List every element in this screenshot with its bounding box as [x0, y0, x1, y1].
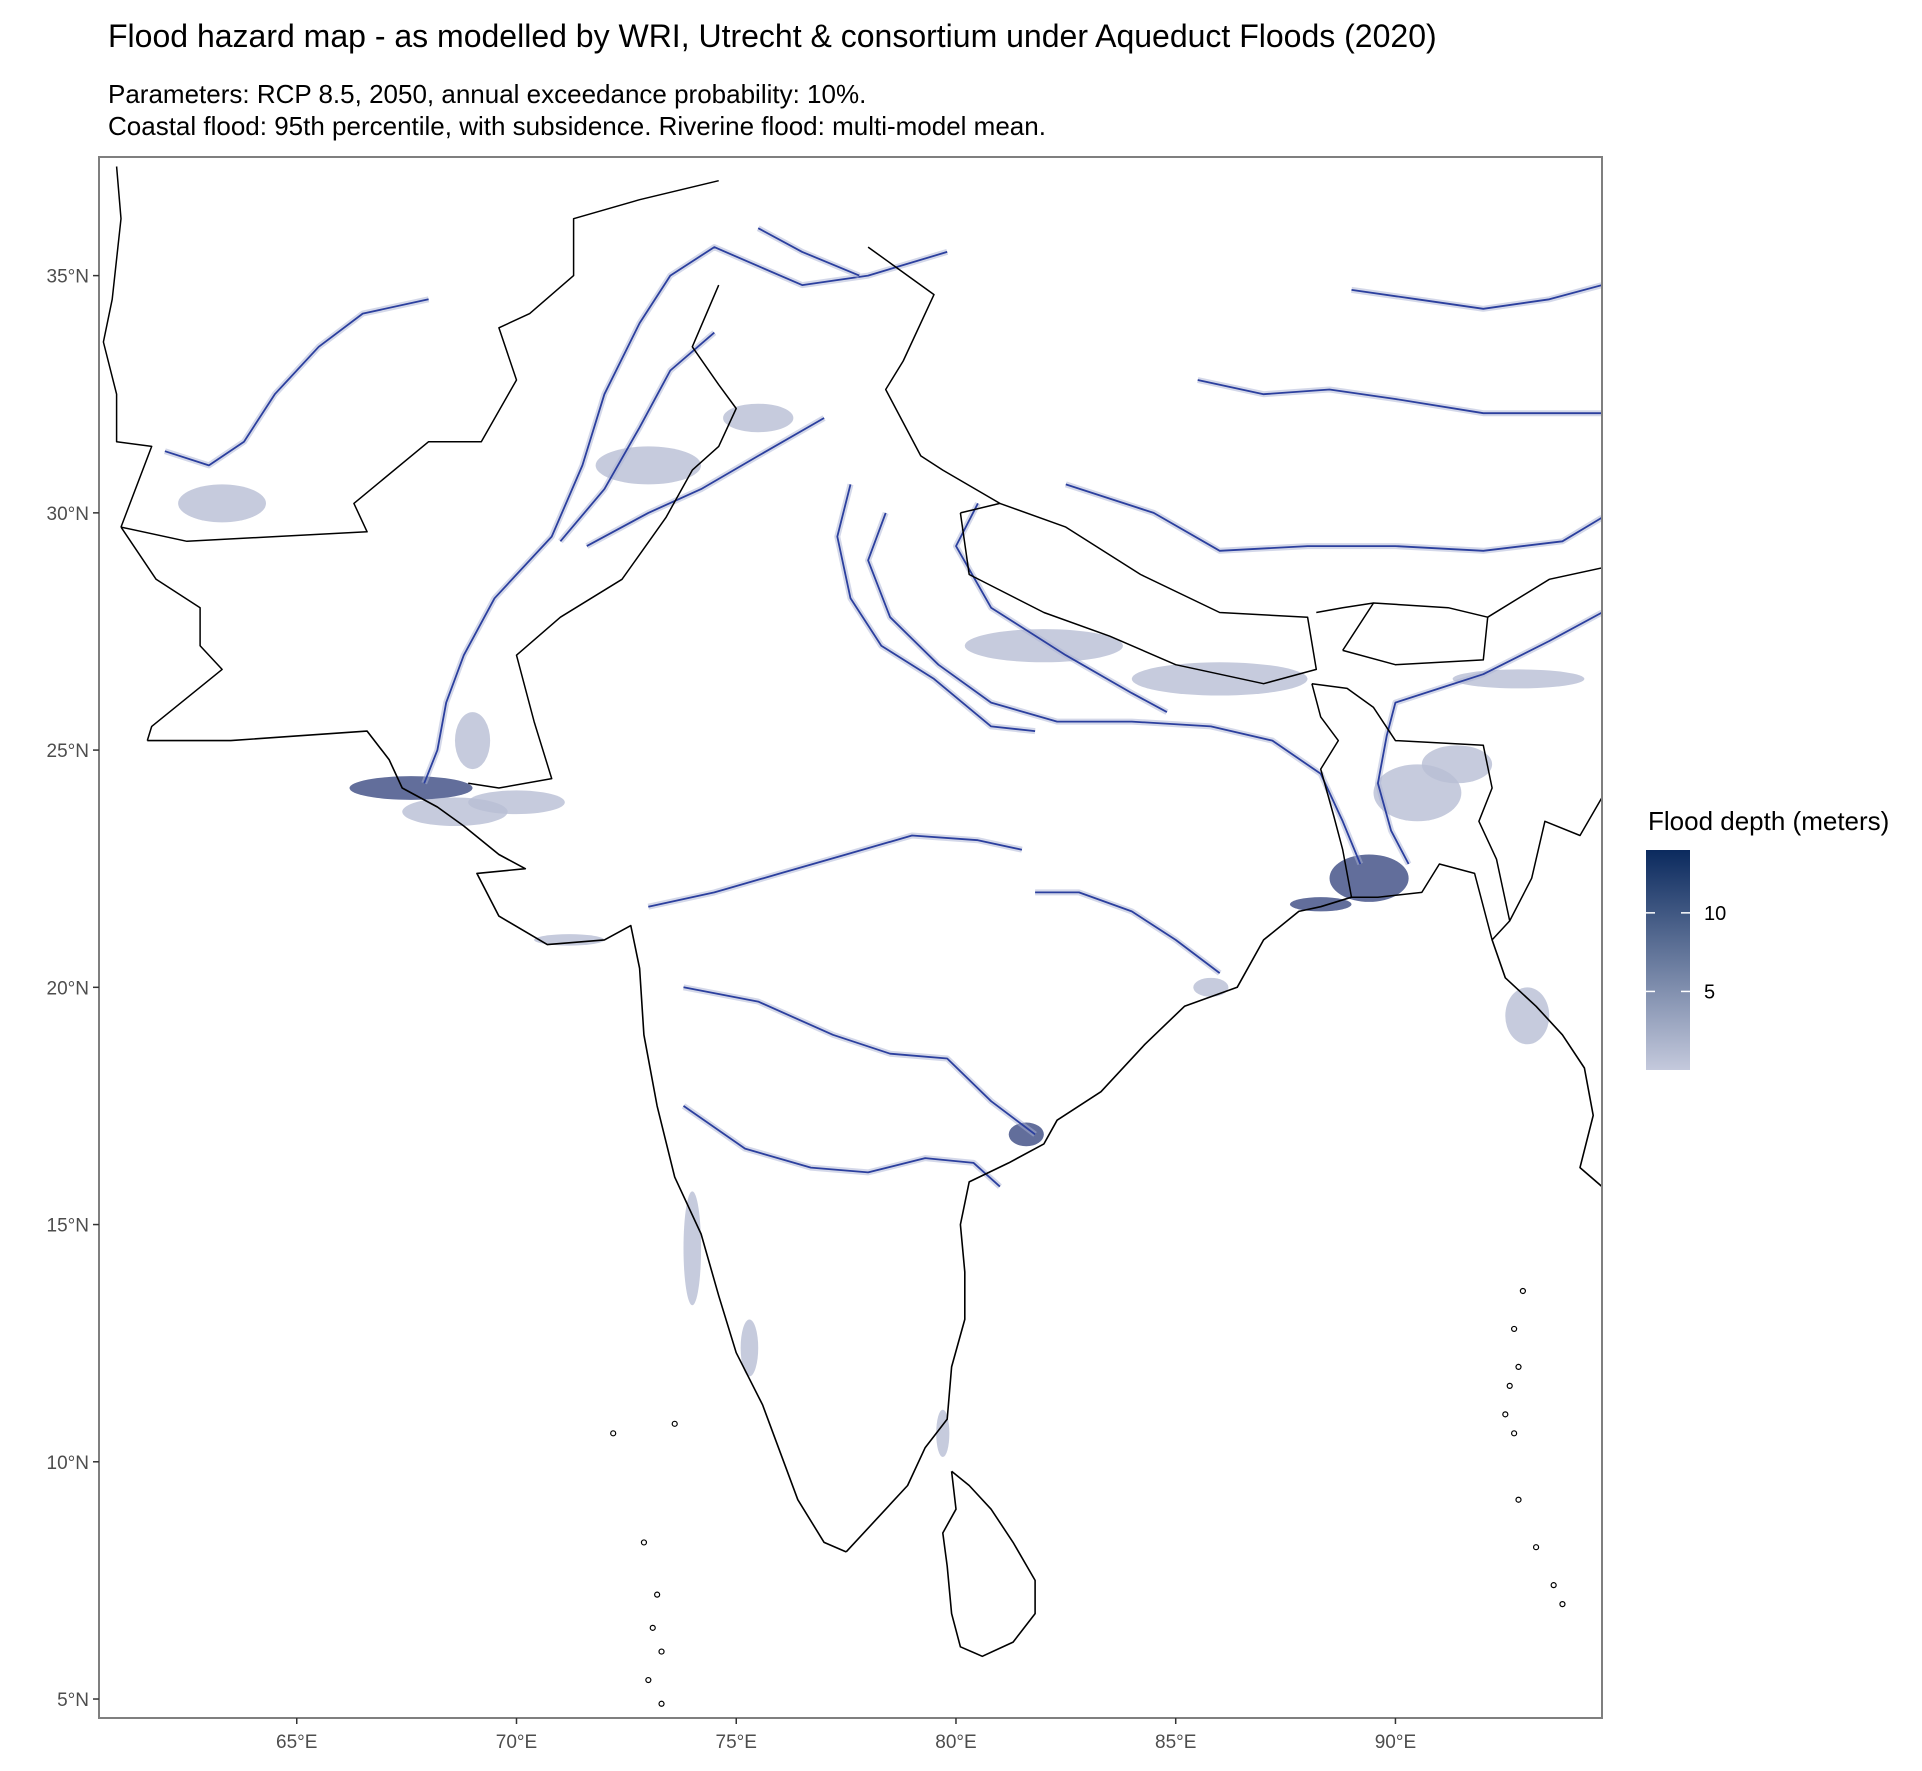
island-marker [1511, 1430, 1518, 1437]
legend-tick-label: 5 [1704, 981, 1715, 1003]
island-marker [640, 1539, 648, 1546]
lat-tick-label: 5°N [57, 1690, 89, 1711]
river-line [1197, 379, 1602, 415]
island-marker [1550, 1582, 1557, 1589]
river-line [1065, 483, 1602, 552]
legend-tick-label: 10 [1704, 903, 1726, 925]
island-marker [649, 1624, 656, 1631]
flood-patch [740, 1319, 759, 1377]
flood-layer [178, 403, 1585, 1458]
flood-patch [534, 934, 605, 946]
country-border [120, 179, 719, 543]
lat-tick-label: 10°N [47, 1453, 89, 1474]
island-marker [1502, 1411, 1509, 1418]
country-border [120, 526, 223, 741]
island-marker [610, 1430, 617, 1437]
river-line [1351, 284, 1602, 310]
map-subtitle: Parameters: RCP 8.5, 2050, annual exceed… [108, 78, 1046, 142]
island-marker [1515, 1496, 1522, 1503]
country-border [1316, 602, 1374, 614]
border-layer [102, 166, 1602, 1707]
coastline [942, 1470, 1036, 1658]
legend-ticks: 5 10 [1646, 903, 1726, 1003]
river-line [1377, 611, 1602, 865]
lon-tick-label: 85°E [1155, 1732, 1196, 1753]
flood-patch [1505, 987, 1550, 1045]
island-marker [671, 1420, 678, 1427]
country-border [468, 284, 737, 789]
flood-patch [683, 1191, 702, 1306]
flood-patch [1008, 1122, 1044, 1147]
lat-tick-label: 30°N [47, 504, 89, 525]
river-line [682, 1105, 1001, 1188]
island-marker [645, 1676, 652, 1684]
map-panel-border [98, 156, 1603, 1719]
subtitle-line-1: Parameters: RCP 8.5, 2050, annual exceed… [108, 79, 867, 109]
island-marker [658, 1700, 665, 1707]
country-border [959, 502, 1318, 685]
island-marker [654, 1591, 661, 1598]
axis-layer: 65°E 70°E 75°E 80°E 85°E 90°E 35°N 30°N 25°N 20°N… [47, 267, 1417, 1753]
river-line [836, 484, 1036, 732]
country-border [1509, 797, 1602, 922]
country-border [102, 166, 153, 528]
island-marker [1515, 1363, 1522, 1370]
legend-colorbar [1646, 850, 1690, 1070]
flood-patch [1193, 977, 1229, 997]
lon-tick-label: 70°E [496, 1732, 537, 1753]
island-marker [1511, 1325, 1518, 1333]
lon-tick-label: 80°E [935, 1732, 976, 1753]
island-marker [658, 1648, 665, 1655]
coastline [1491, 939, 1602, 1188]
river-line [164, 298, 429, 467]
island-marker [1559, 1601, 1566, 1608]
lon-tick-label: 75°E [716, 1732, 757, 1753]
map-panel-background [99, 157, 1602, 1718]
flood-patch [1421, 745, 1493, 784]
flood-patch [1131, 662, 1308, 696]
island-marker [1506, 1382, 1513, 1389]
country-border [1311, 682, 1511, 941]
flood-patch [468, 790, 565, 815]
legend-title: Flood depth (meters) [1648, 806, 1890, 836]
flood-patch [964, 629, 1123, 663]
lat-tick-label: 25°N [47, 741, 89, 762]
lat-tick-label: 20°N [47, 978, 89, 999]
flood-patch [1329, 854, 1409, 902]
river-layer [163, 225, 1602, 1189]
country-border [1487, 567, 1602, 618]
island-marker [1532, 1544, 1540, 1551]
river-line [423, 246, 948, 784]
river-line [683, 986, 1036, 1136]
lat-tick-label: 35°N [47, 267, 89, 288]
river-line [757, 227, 860, 277]
coastline [147, 730, 847, 1553]
country-border [1601, 677, 1602, 798]
river-line [586, 417, 825, 547]
country-border [867, 246, 1001, 505]
river-line [648, 834, 1023, 908]
river-line [1035, 891, 1221, 974]
flood-patch [1289, 897, 1352, 912]
river-line [559, 331, 715, 542]
coastline [845, 896, 1352, 1553]
lon-tick-label: 65°E [276, 1732, 317, 1753]
flood-patch [178, 484, 266, 523]
flood-patch [454, 712, 491, 770]
lon-tick-label: 90°E [1375, 1732, 1416, 1753]
map-title: Flood hazard map - as modelled by WRI, U… [108, 18, 1437, 54]
lat-tick-label: 15°N [47, 1216, 89, 1237]
flood-patch [723, 403, 794, 433]
island-marker [1519, 1287, 1526, 1295]
river-line [955, 502, 1168, 713]
flood-patch [349, 776, 473, 800]
subtitle-line-2: Coastal flood: 95th percentile, with sub… [108, 111, 1046, 141]
